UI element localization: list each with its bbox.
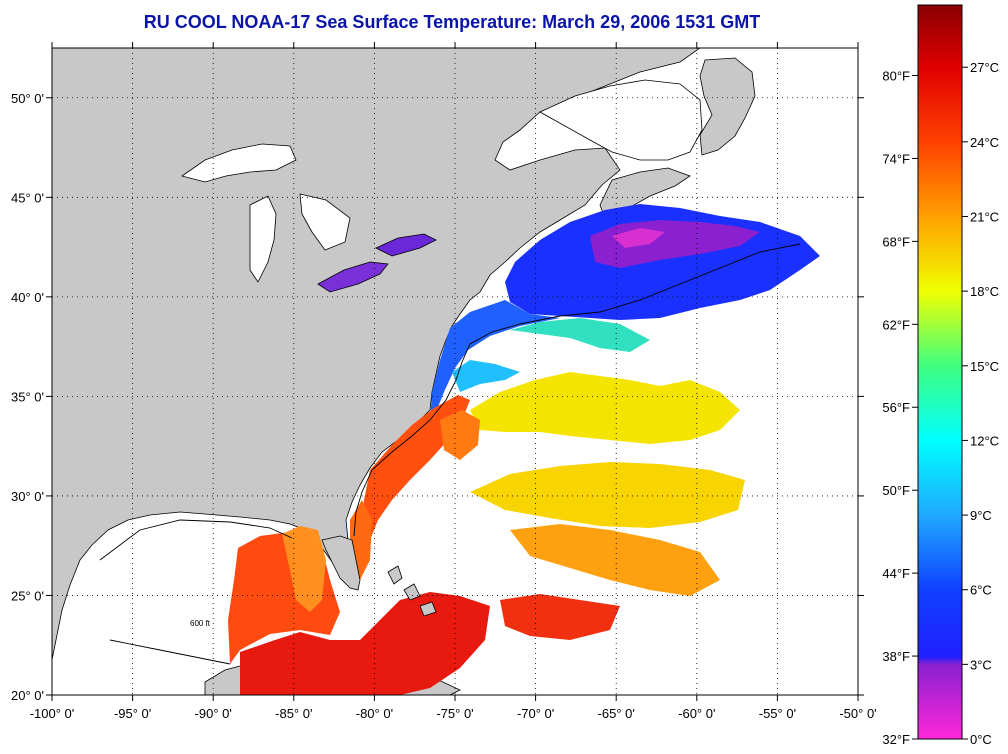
celsius-label: 27°C (970, 60, 999, 75)
lake-michigan (249, 195, 277, 283)
sst-orange-region (510, 524, 720, 596)
celsius-label: 15°C (970, 359, 999, 374)
lon-label: -80° 0' (356, 706, 393, 721)
celsius-label: 6°C (970, 583, 992, 598)
fahrenheit-label: 56°F (882, 400, 910, 415)
longitude-labels: -100° 0' -95° 0' -90° 0' -85° 0' -80° 0' -75°… (30, 706, 877, 721)
celsius-label: 18°C (970, 284, 999, 299)
fahrenheit-label: 38°F (882, 649, 910, 664)
lon-label: -60° 0' (678, 706, 715, 721)
lon-label: -85° 0' (275, 706, 312, 721)
celsius-label: 12°C (970, 433, 999, 448)
sst-mid-atlantic-shelf (430, 300, 560, 420)
lon-label: -55° 0' (759, 706, 796, 721)
celsius-label: 9°C (970, 508, 992, 523)
latitude-labels: 20° 0' 25° 0' 30° 0' 35° 0' 40° 0' 45° 0' 50° … (11, 91, 44, 703)
lon-label: -100° 0' (30, 706, 75, 721)
newfoundland-land (699, 57, 756, 156)
celsius-labels: 27°C 24°C 21°C 18°C 15°C 12°C 9°C 6°C 3°C 0°C (962, 60, 999, 747)
fahrenheit-label: 80°F (882, 68, 910, 83)
sst-caribbean (240, 592, 490, 695)
lon-label: -95° 0' (114, 706, 151, 721)
sst-magenta-patch (612, 228, 665, 248)
fahrenheit-label: 44°F (882, 566, 910, 581)
lat-label: 30° 0' (11, 489, 44, 504)
celsius-label: 21°C (970, 209, 999, 224)
sst-slope-water (510, 318, 650, 352)
lake-huron (299, 193, 351, 251)
florida-land (321, 535, 361, 591)
fahrenheit-label: 74°F (882, 151, 910, 166)
bahamas-islands (387, 565, 437, 617)
lat-label: 25° 0' (11, 588, 44, 603)
map-title: RU COOL NOAA-17 Sea Surface Temperature:… (143, 12, 761, 32)
sst-gulf-loop (282, 526, 326, 612)
fahrenheit-label: 62°F (882, 317, 910, 332)
lat-label: 20° 0' (11, 688, 44, 703)
celsius-label: 0°C (970, 732, 992, 747)
sst-orange-patch (440, 410, 480, 460)
contour-label: 600 ft (190, 619, 211, 628)
depth-contour-600ft (99, 243, 801, 665)
lon-label: -90° 0' (195, 706, 232, 721)
fahrenheit-label: 68°F (882, 234, 910, 249)
sst-yellow-region-north (470, 372, 740, 444)
sst-atlantic-red-south (500, 594, 620, 640)
lat-lon-grid (46, 42, 864, 701)
fahrenheit-labels: 80°F 74°F 68°F 62°F 56°F 50°F 44°F 38°F 32°F (882, 68, 918, 747)
north-america-land (52, 48, 701, 661)
lat-label: 40° 0' (11, 290, 44, 305)
fahrenheit-label: 50°F (882, 483, 910, 498)
sst-cyan-inshore (452, 360, 520, 392)
st-lawrence-water (539, 79, 703, 161)
celsius-label: 3°C (970, 657, 992, 672)
lon-label: -75° 0' (436, 706, 473, 721)
lake-erie (317, 261, 389, 293)
lat-label: 50° 0' (11, 91, 44, 106)
lat-label: 45° 0' (11, 190, 44, 205)
celsius-label: 24°C (970, 135, 999, 150)
lat-label: 35° 0' (11, 389, 44, 404)
lake-superior (181, 143, 297, 183)
sst-yellow-region-south (470, 462, 745, 528)
lon-label: -50° 0' (839, 706, 876, 721)
colorbar-gradient (917, 4, 963, 740)
lon-label: -70° 0' (517, 706, 554, 721)
lon-label: -65° 0' (598, 706, 635, 721)
lake-ontario (375, 233, 437, 257)
fahrenheit-label: 32°F (882, 732, 910, 747)
